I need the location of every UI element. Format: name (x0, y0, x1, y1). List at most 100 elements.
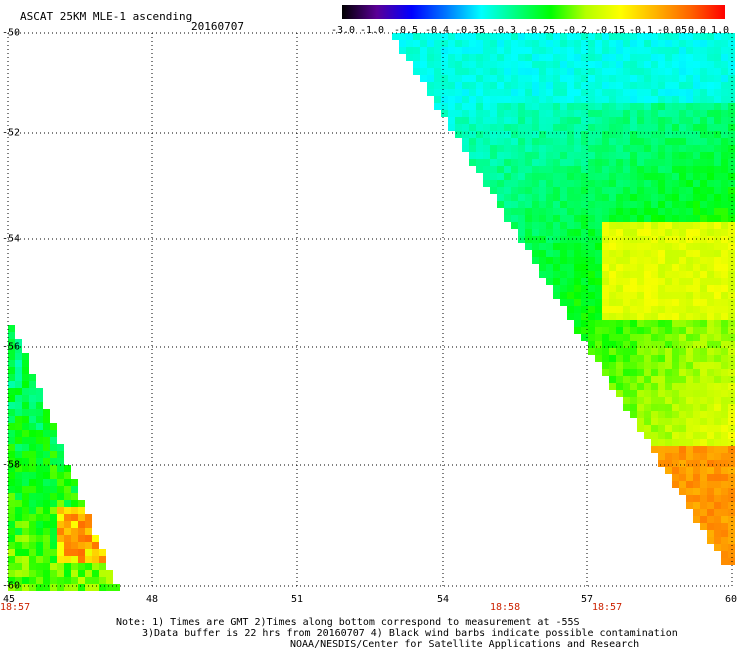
swath-cell (700, 383, 707, 390)
swath-cell (29, 374, 36, 381)
swath-cell (637, 215, 644, 222)
swath-cell (609, 187, 616, 194)
swath-cell (658, 446, 665, 453)
swath-cell (567, 257, 574, 264)
swath-cell (8, 514, 15, 521)
swath-cell (658, 82, 665, 89)
swath-cell (399, 47, 406, 54)
swath-cell (532, 68, 539, 75)
swath-cell (707, 432, 714, 439)
swath-cell (728, 229, 735, 236)
swath-cell (553, 166, 560, 173)
swath-cell (693, 341, 700, 348)
swath-cell (581, 257, 588, 264)
swath-cell (693, 516, 700, 523)
swath-cell (581, 124, 588, 131)
swath-cell (714, 341, 721, 348)
swath-cell (672, 61, 679, 68)
swath-cell (85, 528, 92, 535)
swath-cell (595, 117, 602, 124)
swath-cell (637, 103, 644, 110)
swath-cell (567, 187, 574, 194)
swath-cell (560, 117, 567, 124)
swath-cell (546, 229, 553, 236)
swath-cell (686, 474, 693, 481)
swath-cell (714, 173, 721, 180)
swath-cell (36, 437, 43, 444)
swath-cell (728, 208, 735, 215)
lat-label: -58 (2, 459, 21, 471)
swath-cell (700, 446, 707, 453)
swath-cell (721, 551, 728, 558)
colorbar-label: -0.35 (454, 25, 486, 36)
swath-cell (57, 465, 64, 472)
swath-cell (665, 362, 672, 369)
swath-cell (679, 313, 686, 320)
swath-cell (36, 500, 43, 507)
swath-cell (581, 82, 588, 89)
swath-cell (553, 250, 560, 257)
swath-cell (427, 61, 434, 68)
swath-cell (462, 40, 469, 47)
swath-cell (490, 103, 497, 110)
swath-cell (15, 556, 22, 563)
swath-cell (518, 152, 525, 159)
swath-cell (728, 103, 735, 110)
swath-cell (679, 187, 686, 194)
swath-cell (406, 47, 413, 54)
swath-cell (469, 103, 476, 110)
swath-cell (679, 369, 686, 376)
swath-cell (637, 278, 644, 285)
swath-cell (693, 313, 700, 320)
swath-cell (693, 68, 700, 75)
swath-cell (602, 299, 609, 306)
swath-cell (651, 418, 658, 425)
swath-cell (686, 243, 693, 250)
swath-cell (623, 236, 630, 243)
swath-cell (630, 152, 637, 159)
swath-cell (483, 166, 490, 173)
swath-cell (714, 467, 721, 474)
swath-cell (546, 47, 553, 54)
swath-cell (616, 383, 623, 390)
swath-cell (665, 89, 672, 96)
swath-cell (588, 264, 595, 271)
swath-cell (85, 535, 92, 542)
swath-cell (99, 556, 106, 563)
swath-cell (567, 306, 574, 313)
swath-cell (602, 166, 609, 173)
swath-cell (609, 306, 616, 313)
swath-cell (581, 96, 588, 103)
swath-cell (36, 430, 43, 437)
swath-cell (43, 549, 50, 556)
swath-cell (721, 481, 728, 488)
swath-cell (700, 306, 707, 313)
swath-cell (714, 124, 721, 131)
swath-cell (595, 138, 602, 145)
swath-cell (560, 299, 567, 306)
swath-cell (686, 166, 693, 173)
swath-cell (623, 229, 630, 236)
swath-cell (609, 173, 616, 180)
swath-cell (658, 166, 665, 173)
swath-cell (679, 61, 686, 68)
swath-cell (686, 145, 693, 152)
swath-cell (518, 173, 525, 180)
swath-cell (434, 40, 441, 47)
swath-cell (721, 544, 728, 551)
swath-cell (686, 264, 693, 271)
swath-cell (525, 222, 532, 229)
swath-cell (700, 131, 707, 138)
swath-cell (700, 425, 707, 432)
swath-cell (553, 173, 560, 180)
swath-cell (497, 96, 504, 103)
swath-cell (29, 437, 36, 444)
swath-cell (43, 444, 50, 451)
swath-cell (427, 89, 434, 96)
swath-cell (539, 250, 546, 257)
swath-cell (665, 383, 672, 390)
swath-cell (714, 201, 721, 208)
swath-cell (553, 152, 560, 159)
swath-cell (455, 124, 462, 131)
swath-cell (469, 61, 476, 68)
